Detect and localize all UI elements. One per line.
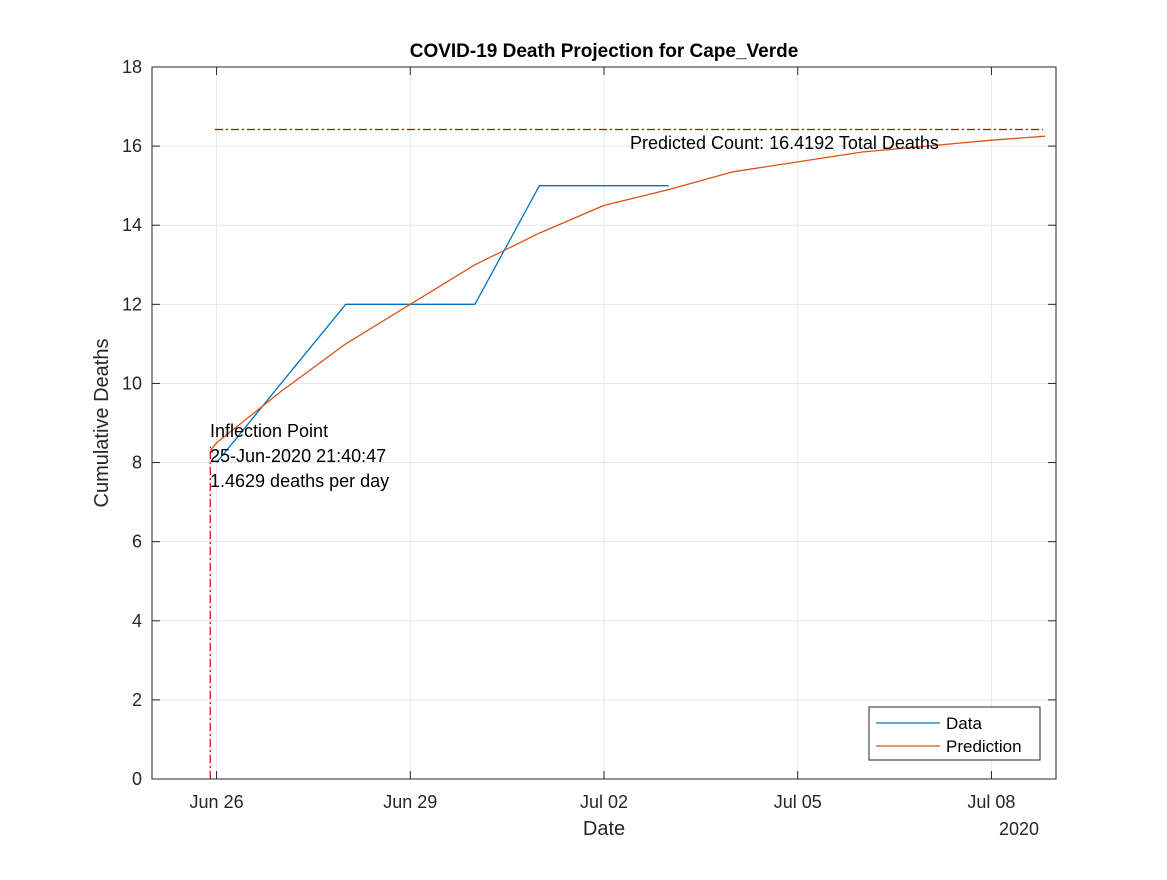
y-tick-label: 2	[132, 690, 142, 710]
legend-data-label: Data	[946, 714, 982, 733]
y-tick-label: 6	[132, 532, 142, 552]
axis-ticks: 0 2 4 6 8 10 12 14 16 18 Jun 26 Jun 29 Jul 02 Jul 05 J…	[122, 57, 1056, 812]
y-tick-label: 4	[132, 611, 142, 631]
series-layer	[209, 135, 1046, 464]
legend-prediction-label: Prediction	[946, 737, 1022, 756]
x-tick-label: Jul 02	[580, 792, 628, 812]
legend-box	[868, 706, 1041, 761]
y-tick-label: 12	[122, 294, 142, 314]
legend: Data Prediction	[868, 706, 1041, 761]
x-tick-label: Jun 26	[190, 792, 244, 812]
inflection-title-annotation: Inflection Point	[210, 421, 328, 441]
x-tick-label: Jun 29	[383, 792, 437, 812]
x-tick-label: Jul 05	[774, 792, 822, 812]
y-tick-label: 8	[132, 453, 142, 473]
y-tick-label: 14	[122, 215, 142, 235]
x-axis-label: Date	[583, 818, 625, 840]
y-tick-label: 0	[132, 769, 142, 789]
reference-lines	[209, 128, 1043, 779]
y-axis-label: Cumulative Deaths	[91, 339, 113, 508]
x-tick-label: Jul 08	[967, 792, 1015, 812]
y-tick-label: 18	[122, 57, 142, 77]
x-axis-secondary-label: 2020	[999, 819, 1039, 839]
y-tick-label: 10	[122, 373, 142, 393]
y-tick-label: 16	[122, 136, 142, 156]
inflection-date-annotation: 25-Jun-2020 21:40:47	[210, 446, 386, 466]
data-series-line	[216, 185, 669, 464]
predicted-count-annotation: Predicted Count: 16.4192 Total Deaths	[630, 133, 939, 153]
chart-title: COVID-19 Death Projection for Cape_Verde	[410, 41, 799, 62]
inflection-rate-annotation: 1.4629 deaths per day	[210, 471, 389, 491]
prediction-series-line	[209, 135, 1046, 452]
